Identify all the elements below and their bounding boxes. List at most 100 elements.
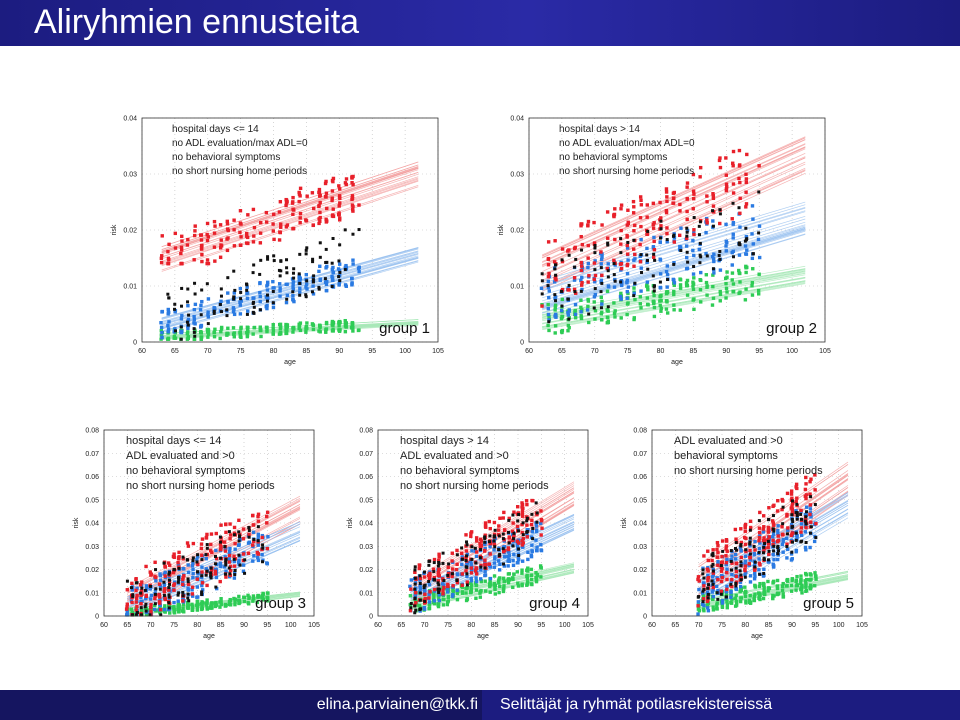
data-point-black (427, 563, 431, 567)
data-point-red (160, 254, 164, 258)
data-point-black (804, 510, 808, 514)
data-point-black (191, 559, 195, 563)
data-point-blue (516, 557, 521, 561)
data-point-black (185, 320, 189, 324)
y-tick-label: 0.03 (359, 544, 373, 551)
data-point-blue (731, 236, 735, 240)
data-point-black (665, 238, 669, 242)
data-point-red (744, 202, 749, 206)
data-point-green (553, 305, 557, 309)
data-point-black (521, 533, 525, 537)
data-point-blue (218, 561, 223, 566)
data-point-blue (599, 262, 603, 266)
data-point-black (442, 579, 446, 583)
x-axis-label: age (751, 633, 763, 640)
data-point-blue (730, 263, 734, 267)
data-point-black (790, 513, 794, 517)
data-point-green (573, 316, 578, 320)
data-point-black (772, 529, 776, 533)
data-point-black (626, 240, 630, 244)
data-point-green (298, 328, 303, 333)
data-point-blue (731, 222, 735, 226)
data-point-red (479, 539, 483, 543)
fit-curve-green (542, 273, 806, 320)
data-point-green (330, 329, 335, 333)
data-point-black (619, 280, 623, 284)
data-point-blue (258, 294, 262, 299)
data-point-red (791, 501, 795, 506)
data-point-blue (725, 567, 729, 571)
data-point-black (488, 534, 492, 538)
annotation-line: no behavioral symptoms (559, 152, 667, 163)
data-point-blue (685, 255, 689, 260)
data-point-blue (298, 290, 302, 294)
data-point-black (324, 260, 328, 264)
data-point-red (205, 532, 209, 537)
x-tick-label: 75 (718, 622, 726, 629)
data-point-black (501, 537, 505, 541)
data-point-red (547, 271, 551, 276)
data-point-green (750, 293, 755, 297)
data-point-green (652, 293, 656, 298)
data-point-green (305, 321, 309, 325)
data-point-blue (180, 580, 185, 584)
data-point-red (219, 523, 223, 527)
data-point-red (771, 521, 776, 525)
data-point-blue (743, 554, 748, 558)
data-point-red (515, 539, 520, 544)
data-point-green (432, 596, 436, 600)
data-point-red (804, 496, 808, 501)
fit-curve-blue (161, 251, 419, 324)
data-point-red (487, 519, 491, 524)
data-point-red (245, 231, 249, 236)
data-point-red (179, 245, 184, 249)
data-point-black (226, 276, 230, 280)
x-tick-label: 90 (722, 348, 730, 355)
data-point-black (153, 602, 157, 606)
data-point-green (804, 573, 808, 577)
data-point-blue (745, 248, 749, 252)
data-point-red (664, 190, 669, 194)
data-point-red (149, 602, 153, 607)
data-point-black (139, 591, 143, 595)
data-point-green (747, 600, 752, 605)
data-point-blue (599, 257, 604, 262)
data-point-black (696, 595, 700, 599)
data-point-black (196, 570, 200, 574)
data-point-black (247, 529, 251, 533)
data-point-black (186, 323, 190, 327)
data-point-red (172, 588, 176, 592)
data-point-red (284, 203, 288, 208)
data-point-red (553, 276, 557, 280)
data-point-red (200, 537, 205, 541)
data-point-black (134, 613, 138, 617)
data-point-red (785, 512, 789, 517)
data-point-red (776, 538, 781, 543)
annotation-line: no short nursing home periods (400, 480, 549, 492)
data-point-red (454, 567, 459, 572)
data-point-red (441, 592, 445, 596)
data-point-black (181, 555, 185, 559)
data-point-black (256, 525, 260, 529)
data-point-black (186, 592, 190, 596)
data-point-green (699, 300, 703, 304)
data-point-black (232, 297, 236, 301)
data-point-blue (422, 589, 427, 594)
y-tick-label: 0 (95, 614, 99, 621)
data-point-black (692, 265, 696, 269)
data-point-blue (173, 327, 177, 331)
data-point-green (632, 316, 637, 320)
data-point-red (206, 235, 210, 239)
data-point-green (752, 598, 757, 603)
data-point-red (227, 553, 232, 558)
data-point-red (209, 532, 214, 536)
data-point-red (204, 535, 209, 540)
data-point-black (474, 561, 478, 565)
data-point-black (790, 517, 794, 521)
fit-curve-blue (127, 524, 301, 600)
data-point-blue (757, 255, 762, 260)
data-point-blue (498, 562, 502, 567)
data-point-black (338, 243, 342, 247)
data-point-blue (780, 542, 785, 547)
data-point-red (475, 550, 479, 554)
